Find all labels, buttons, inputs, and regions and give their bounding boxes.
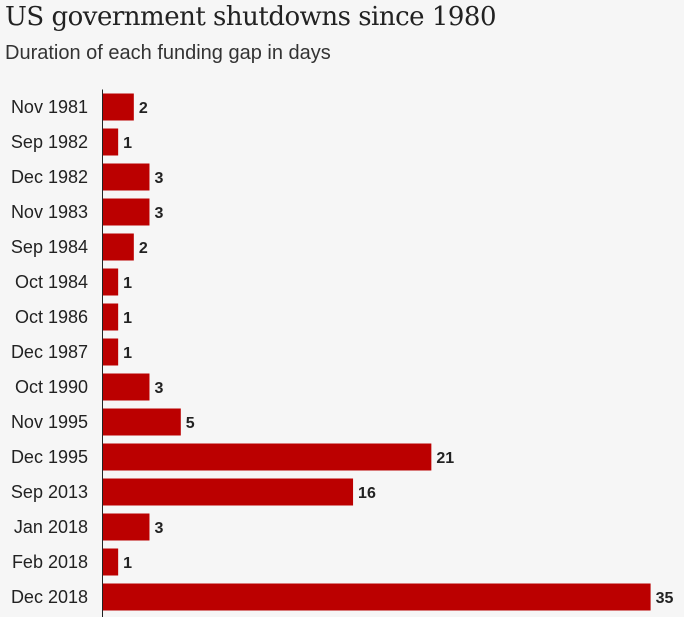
chart-title: US government shutdowns since 1980: [5, 2, 497, 32]
value-label: 2: [139, 240, 148, 257]
bar: [102, 443, 432, 471]
category-label: Nov 1983: [11, 202, 88, 222]
bar: [102, 303, 119, 331]
value-label: 1: [123, 555, 132, 572]
value-label: 5: [186, 415, 195, 432]
bar: [102, 233, 134, 261]
bar: [102, 128, 119, 156]
value-label: 1: [123, 135, 132, 152]
bar: [102, 373, 150, 401]
category-label: Oct 1986: [15, 307, 88, 327]
category-label: Sep 1982: [11, 132, 88, 152]
category-label: Dec 1995: [11, 447, 88, 467]
bar: [102, 513, 150, 541]
bar: [102, 93, 134, 121]
value-label: 1: [123, 275, 132, 292]
bar: [102, 198, 150, 226]
category-label: Nov 1981: [11, 97, 88, 117]
category-label: Oct 1990: [15, 377, 88, 397]
value-label: 2: [139, 100, 148, 117]
bar: [102, 583, 651, 611]
value-label: 35: [656, 590, 674, 607]
bar: [102, 163, 150, 191]
category-label: Dec 2018: [11, 587, 88, 607]
value-label: 3: [154, 520, 163, 537]
category-label: Sep 2013: [11, 482, 88, 502]
value-label: 21: [436, 450, 454, 467]
bars-group: Nov 1981 2 Sep 1982 1 Dec 1982 3 Nov 1983 3 Sep …: [11, 93, 674, 611]
category-label: Jan 2018: [14, 517, 88, 537]
chart-subtitle: Duration of each funding gap in days: [5, 42, 331, 64]
bar: [102, 338, 119, 366]
value-label: 3: [154, 205, 163, 222]
value-label: 1: [123, 310, 132, 327]
bar: [102, 408, 181, 436]
category-label: Nov 1995: [11, 412, 88, 432]
category-label: Feb 2018: [12, 552, 88, 572]
value-label: 3: [154, 170, 163, 187]
category-label: Dec 1987: [11, 342, 88, 362]
bar: [102, 548, 119, 576]
value-label: 3: [154, 380, 163, 397]
value-label: 1: [123, 345, 132, 362]
bar: [102, 478, 354, 506]
category-label: Sep 1984: [11, 237, 88, 257]
category-label: Dec 1982: [11, 167, 88, 187]
bar: [102, 268, 119, 296]
value-label: 16: [358, 485, 376, 502]
category-label: Oct 1984: [15, 272, 88, 292]
